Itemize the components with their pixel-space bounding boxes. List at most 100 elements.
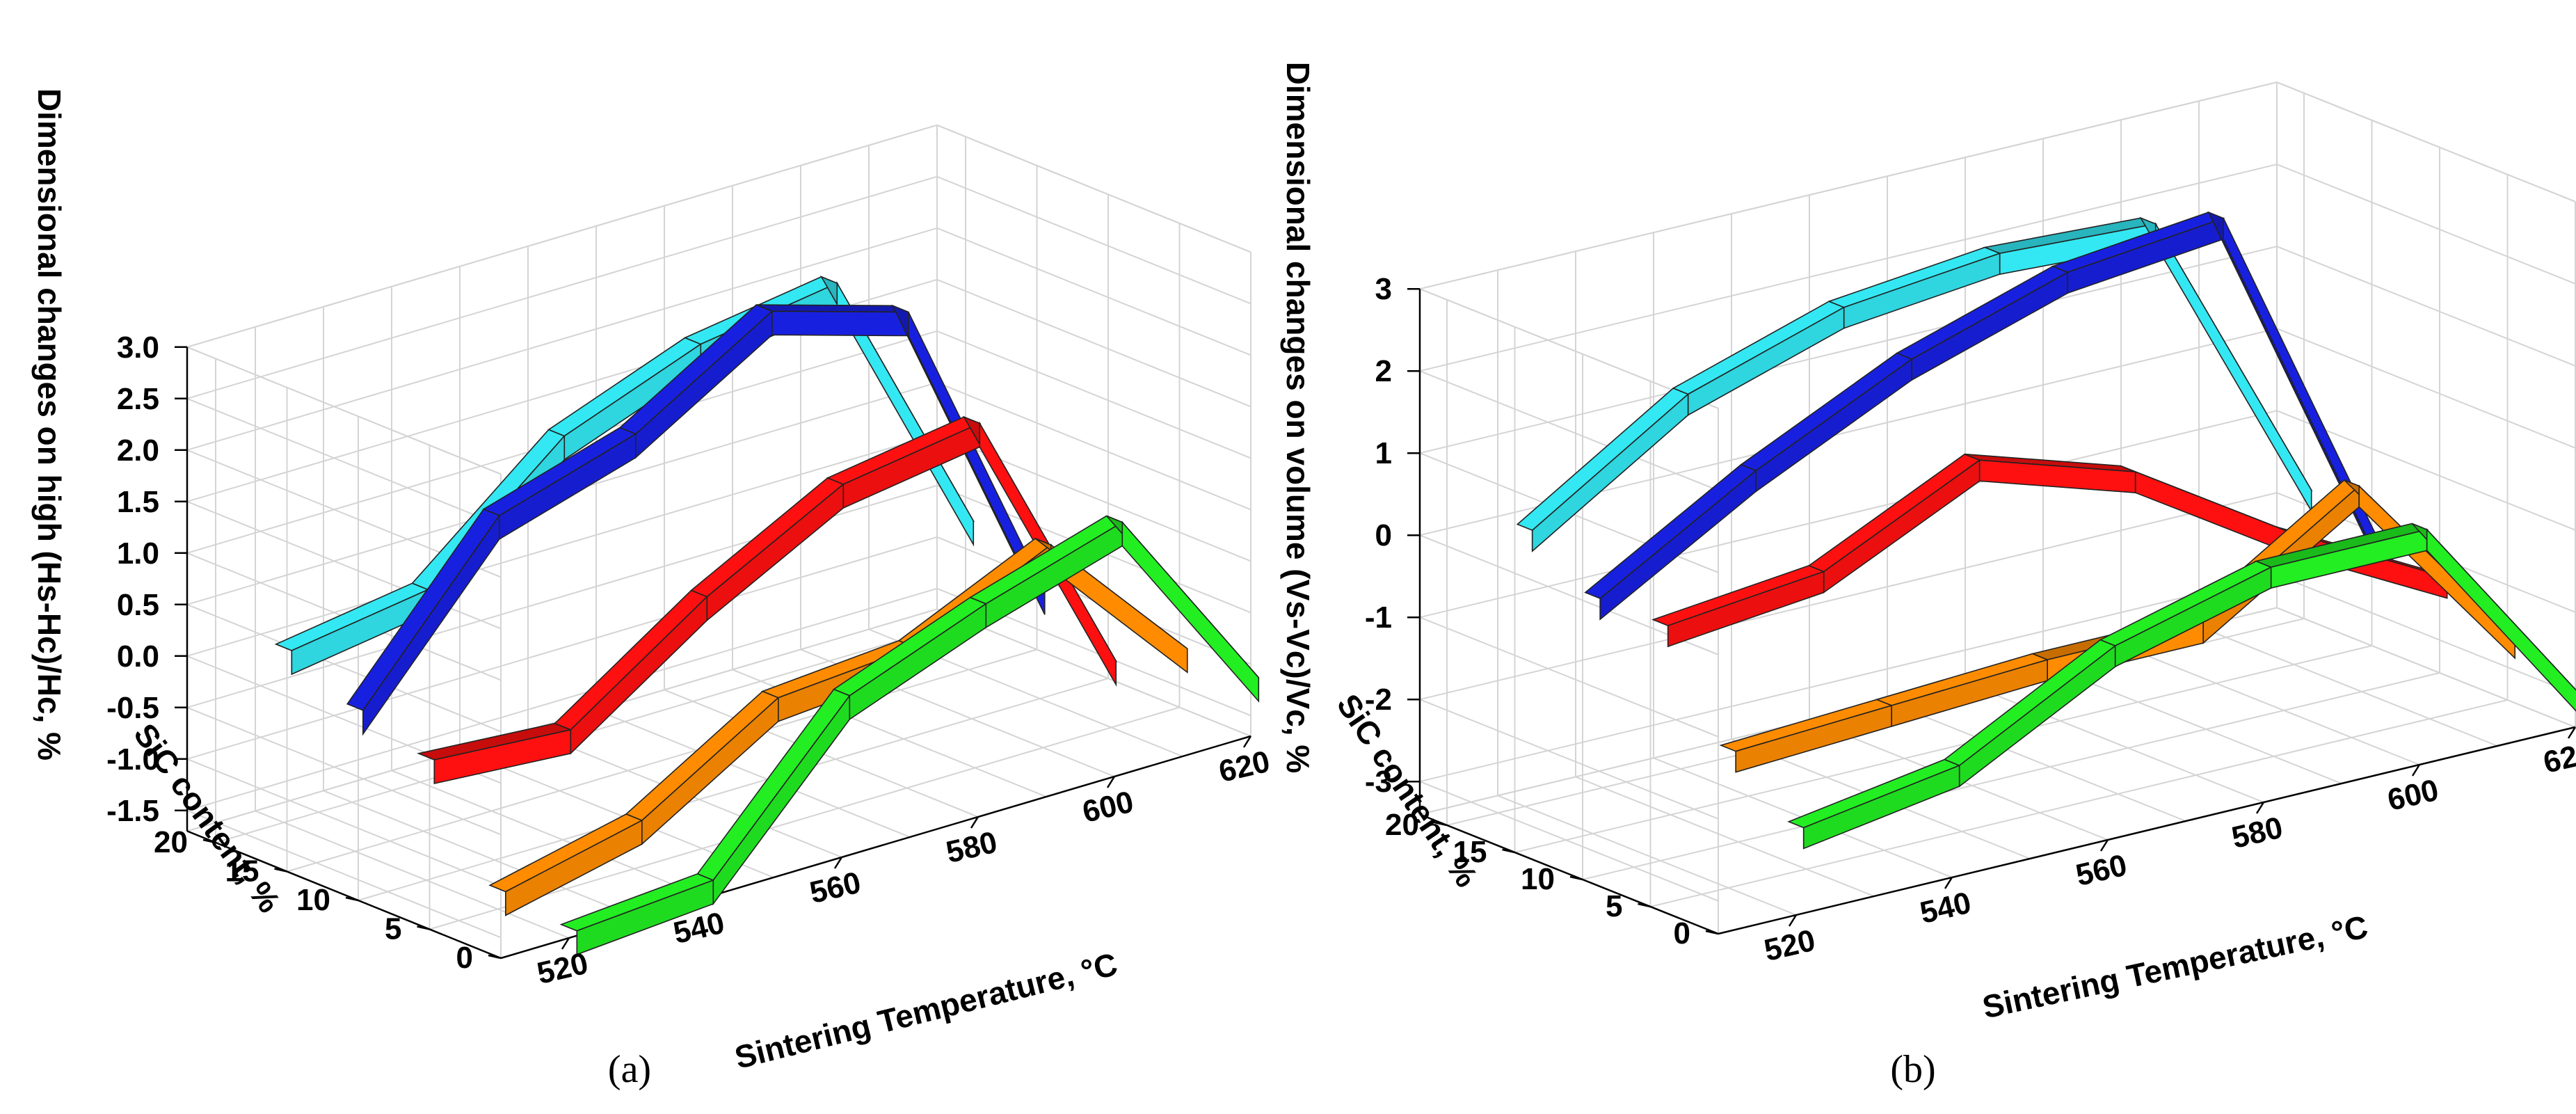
x-tick-label: 580 xyxy=(943,825,1000,870)
right-wall-gridline xyxy=(2276,81,2576,202)
left-wall-gridline xyxy=(186,397,502,527)
ribbon-top-face xyxy=(1672,301,1846,395)
left-wall-gridline xyxy=(1419,616,1719,738)
x-tick-mark xyxy=(2411,764,2421,777)
sic-tick-mark xyxy=(345,896,359,902)
series-ribbon-sic-5 xyxy=(1719,479,2515,773)
sic-tick-mark xyxy=(1434,821,1448,827)
x-tick-mark xyxy=(833,857,843,869)
panel-b-ticks: 520 540 560 580 600 620 0 5 10 15 20 -3 -2 -1 0 1 2 3 xyxy=(1365,272,2576,968)
panel-b-label: (b) xyxy=(1890,1048,1935,1091)
z-tick-label: 2.0 xyxy=(117,433,159,468)
x-tick-mark xyxy=(1242,735,1252,748)
x-tick-mark xyxy=(970,816,979,829)
floor-gridline xyxy=(1582,672,2440,880)
panel-b-sic-axis-title: SiC content, % xyxy=(1330,687,1485,893)
back-wall-gridline xyxy=(1419,492,2278,701)
floor-gridline xyxy=(287,648,1037,873)
x-tick-mark xyxy=(2255,802,2265,814)
x-tick-mark xyxy=(2567,726,2576,739)
z-tick-label: 0 xyxy=(1375,518,1392,552)
ribbon-top-face xyxy=(690,477,845,598)
sic-tick-label: 15 xyxy=(225,854,259,889)
sic-axis-line xyxy=(1419,813,1719,935)
sic-tick-mark xyxy=(1502,848,1515,854)
x-tick-label: 540 xyxy=(1917,886,1974,930)
back-wall-gridline xyxy=(186,227,938,451)
right-wall-gridline xyxy=(936,381,1251,511)
ribbon-segment xyxy=(771,310,909,337)
ribbon-top-face xyxy=(554,589,708,731)
panel-a-x-axis-title: Sintering Temperature, °C xyxy=(731,946,1121,1076)
floor-gridline xyxy=(391,770,706,898)
sic-tick-label: 10 xyxy=(1521,862,1555,896)
floor-gridline xyxy=(358,678,1109,901)
floor-gridline xyxy=(2120,644,2420,765)
back-wall-gridline xyxy=(186,124,938,348)
floor-gridline xyxy=(429,706,1180,930)
sic-tick-label: 10 xyxy=(296,883,330,917)
panel-b-chart: 520 540 560 580 600 620 0 5 10 15 20 -3 -2 -1 0 1 2 3 Sin… xyxy=(1280,62,2576,1091)
right-wall-gridline xyxy=(936,175,1251,305)
floor-gridline xyxy=(1887,701,2186,822)
sic-tick-label: 5 xyxy=(1606,889,1622,923)
panel-a-grid xyxy=(175,124,1252,960)
panel-a-ticks: 52054056058060062005101520-1.5-1.0-0.50.… xyxy=(106,331,1273,991)
left-wall-gridline xyxy=(186,758,502,887)
floor-gridline xyxy=(2198,626,2498,747)
right-wall-gridline xyxy=(2276,164,2576,285)
right-wall-gridline xyxy=(2276,607,2576,728)
panel-a-z-axis-title: Dimensional changes on high (Hs-Hc)/Hc, … xyxy=(31,88,67,761)
x-tick-label: 520 xyxy=(534,946,591,991)
left-wall-gridline xyxy=(186,706,502,836)
z-tick-label: 1.0 xyxy=(117,536,159,571)
x-tick-mark xyxy=(561,937,570,950)
sic-tick-label: 0 xyxy=(456,941,473,975)
x-axis-line xyxy=(1718,726,2576,935)
ribbon-segment xyxy=(1823,459,1981,594)
z-tick-label: -0.5 xyxy=(106,691,159,725)
ribbon-segment xyxy=(2134,470,2292,555)
z-tick-label: 3.0 xyxy=(117,331,159,365)
ribbon-segment xyxy=(706,483,845,622)
back-wall-gridline xyxy=(1419,164,2278,372)
sic-tick-label: 0 xyxy=(1674,916,1690,950)
sic-tick-mark xyxy=(1569,875,1583,881)
floor-gridline xyxy=(1575,776,1875,897)
series-ribbon-sic-0 xyxy=(559,515,1260,955)
right-wall-gridline xyxy=(936,330,1251,459)
panel-b-x-axis-title: Sintering Temperature, °C xyxy=(1979,908,2371,1025)
back-wall-gridline xyxy=(1419,81,2278,290)
left-wall-gridline xyxy=(186,346,502,475)
z-tick-label: -2 xyxy=(1365,683,1392,717)
z-tick-label: 0.5 xyxy=(117,588,159,622)
x-tick-label: 600 xyxy=(1079,785,1137,829)
floor-gridline xyxy=(1650,699,2508,907)
ribbon-segment xyxy=(1121,520,1260,703)
series-ribbon-sic-0 xyxy=(1787,523,2576,850)
sic-tick-mark xyxy=(274,868,287,873)
right-wall-gridline xyxy=(936,608,1251,737)
left-wall-gridline xyxy=(1419,370,1719,491)
floor-gridline xyxy=(1514,645,2372,853)
floor-gridline xyxy=(1965,682,2264,803)
back-wall-gridline xyxy=(186,175,938,399)
floor-gridline xyxy=(255,810,570,939)
x-tick-mark xyxy=(2099,839,2109,852)
back-wall-gridline xyxy=(186,536,938,760)
ribbon-top-face xyxy=(1807,453,1981,573)
right-wall-gridline xyxy=(2276,328,2576,449)
z-tick-label: 1 xyxy=(1375,436,1392,470)
sic-axis-line xyxy=(186,830,502,960)
sic-tick-mark xyxy=(488,954,502,960)
panel-a-label: (a) xyxy=(608,1048,651,1091)
z-tick-label: -3 xyxy=(1365,765,1392,799)
z-tick-label: -1 xyxy=(1365,600,1392,635)
right-wall-gridline xyxy=(936,278,1251,408)
x-tick-mark xyxy=(1788,914,1798,927)
z-tick-label: 1.5 xyxy=(117,485,159,519)
series-ribbon-sic-15 xyxy=(346,304,1046,736)
panel-a-chart: 52054056058060062005101520-1.5-1.0-0.50.… xyxy=(31,88,1273,1091)
panel-a-ribbons xyxy=(274,276,1260,955)
left-wall-gridline xyxy=(1419,288,1719,409)
